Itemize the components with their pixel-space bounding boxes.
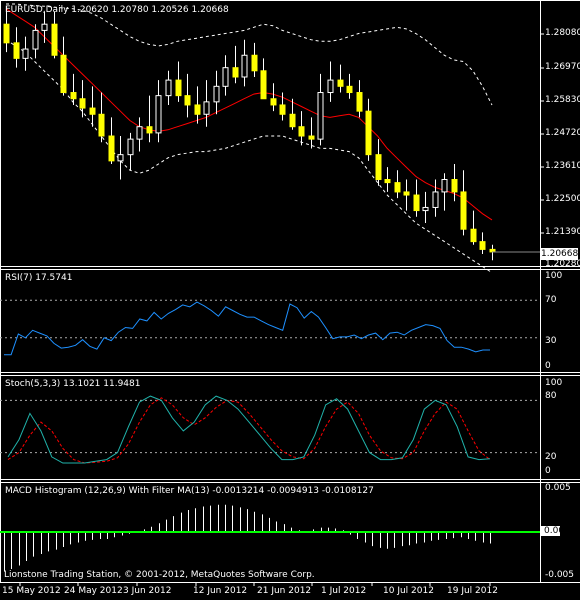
candle-body: [308, 135, 315, 140]
candle-body: [98, 113, 105, 137]
candle-body: [413, 194, 420, 212]
price-tick: 1.25830: [545, 95, 580, 105]
candle-body: [346, 85, 353, 94]
candle-body: [41, 23, 48, 31]
rsi-line: [4, 301, 490, 356]
candle-body: [270, 98, 277, 106]
candle-body: [146, 126, 153, 134]
time-axis-label: 15 May 2012: [2, 586, 61, 596]
candle-body: [136, 126, 143, 140]
candle-body: [317, 92, 324, 140]
time-axis-label: 21 Jun 2012: [257, 586, 312, 596]
candle-body: [479, 241, 486, 250]
rsi-scale-label: 0: [545, 361, 551, 371]
price-tick: 1.24720: [545, 128, 580, 138]
candle-body: [22, 48, 29, 59]
time-axis-label: 12 Jun 2012: [193, 586, 248, 596]
candle-body: [194, 104, 201, 115]
candle-body: [60, 54, 67, 94]
price-tick: 1.26970: [545, 62, 580, 72]
time-axis-label: 24 May 2012: [64, 586, 123, 596]
stoch-signal-line: [7, 397, 491, 464]
candle-body: [441, 179, 448, 193]
moving-average-line: [5, 8, 493, 221]
candle-body: [432, 191, 439, 208]
candle-body: [203, 101, 210, 115]
rsi-pane: [4, 301, 490, 356]
time-axis-label: 3 Jun 2012: [123, 586, 172, 596]
candle-body: [460, 191, 467, 230]
candle-body: [394, 182, 401, 193]
candle-body: [13, 42, 20, 59]
stoch-main-line: [7, 395, 491, 464]
candle-body: [117, 154, 124, 162]
candle-body: [127, 138, 134, 156]
rsi-scale-label: 100: [545, 271, 563, 281]
price-tick: 1.22500: [545, 194, 580, 204]
price-tick: 1.28080: [545, 28, 580, 38]
candle-body: [165, 79, 172, 97]
candle-body: [175, 79, 182, 97]
candle-body: [70, 92, 77, 100]
current-price-label: 1.20668: [541, 248, 579, 260]
upper-band-line: [6, 3, 493, 106]
candle-body: [251, 54, 258, 72]
candle-body: [213, 85, 220, 103]
rsi-scale-label: 30: [545, 336, 557, 346]
indicator-levels: [0, 299, 540, 454]
candle-body: [327, 79, 334, 94]
stoch-scale-label: 100: [545, 378, 563, 388]
macd-scale-label: 0.005: [545, 483, 571, 493]
candle-body: [375, 154, 382, 181]
candle-body: [241, 54, 248, 78]
rsi-scale-label: 70: [545, 295, 557, 305]
time-axis-label: 10 Jul 2012: [383, 586, 434, 596]
price-pane: [3, 3, 540, 274]
candle-body: [222, 67, 229, 87]
candle-body: [451, 179, 458, 193]
candle-body: [337, 79, 344, 87]
candle-body: [155, 95, 162, 134]
candle-body: [384, 179, 391, 184]
candle-body: [184, 95, 191, 106]
stoch-pane: [7, 395, 491, 464]
candle-body: [365, 110, 372, 156]
candle-body: [470, 228, 477, 243]
axis-ticks: [19, 33, 544, 586]
stoch-scale-label: 0: [545, 466, 551, 476]
candle-body: [79, 98, 86, 109]
candle-body: [289, 113, 296, 128]
candle-body: [108, 135, 115, 162]
time-axis-label: 1 Jul 2012: [321, 586, 367, 596]
lower-band-line: [5, 39, 493, 274]
price-tick: 1.23610: [545, 161, 580, 171]
macd-pane: [0, 504, 540, 572]
rsi-pane-title: RSI(7) 17.5741: [5, 273, 73, 283]
time-axis-label: 19 Jul 2012: [447, 586, 498, 596]
copyright-text: Lionstone Trading Station, © 2001-2012, …: [4, 570, 315, 580]
candle-body: [356, 92, 363, 112]
pane-frames: [0, 0, 580, 583]
macd-pane-title: MACD Histogram (12,26,9) With Filter MA(…: [5, 486, 374, 496]
candle-body: [298, 126, 305, 137]
candle-body: [51, 23, 58, 56]
macd-scale-label: 0.00: [541, 526, 564, 536]
price-tick: 1.20280: [545, 259, 580, 269]
stoch-scale-label: 80: [545, 391, 557, 401]
candle-body: [279, 104, 286, 115]
candle-body: [422, 206, 429, 212]
candle-body: [3, 23, 10, 44]
stoch-scale-label: 20: [545, 452, 557, 462]
candle-body: [89, 107, 96, 115]
main-pane-title: EURUSD,Daily 1.20620 1.20780 1.20526 1.2…: [5, 5, 229, 15]
candle-body: [403, 191, 410, 196]
stoch-pane-title: Stoch(5,3,3) 13.1021 11.9481: [5, 379, 141, 389]
candle-body: [32, 29, 39, 50]
macd-scale-label: -0.005: [545, 570, 575, 580]
price-tick: 1.21390: [545, 227, 580, 237]
candle-body: [232, 67, 239, 78]
candle-body: [260, 70, 267, 100]
